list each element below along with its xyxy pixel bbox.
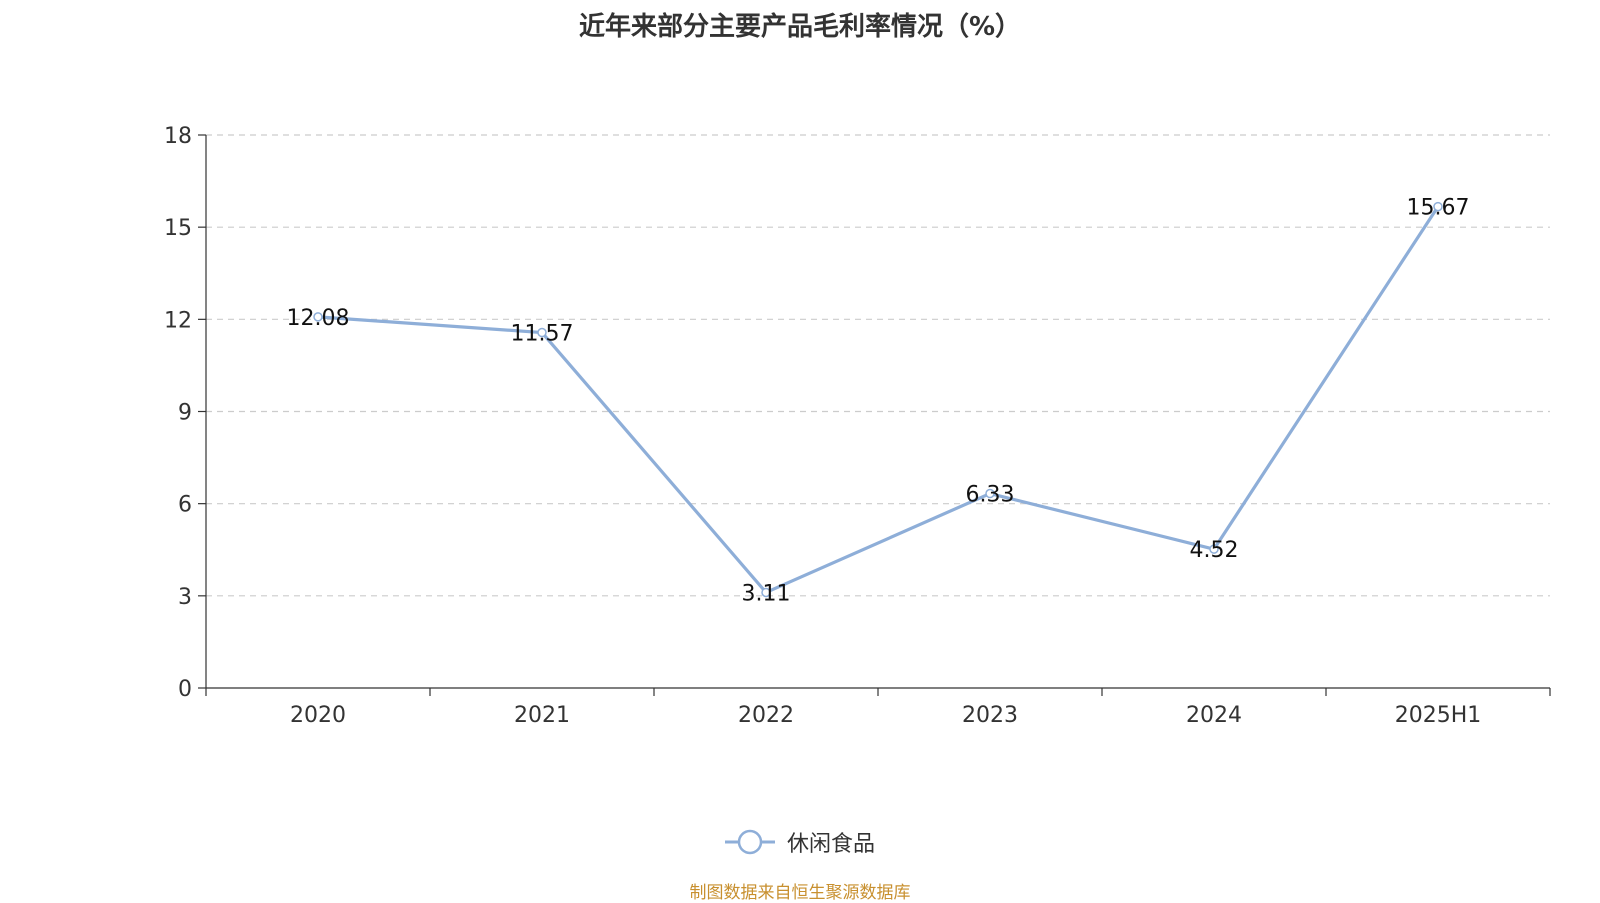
x-tick-label: 2025H1: [1395, 703, 1482, 728]
chart-title: 近年来部分主要产品毛利率情况（%）: [578, 12, 1022, 42]
x-tick-label: 2023: [962, 703, 1018, 728]
x-tick-label: 2021: [514, 703, 570, 728]
gridlines: [206, 134, 1550, 597]
y-tick-label: 9: [178, 401, 192, 426]
data-label: 3.11: [742, 581, 791, 606]
data-point[interactable]: [1209, 544, 1219, 554]
x-tick-label: 2024: [1186, 703, 1242, 728]
data-point[interactable]: [1433, 201, 1443, 212]
line-chart: 0 3 6 9 12 15 18 2020 2021 2022 2023 2024 2025H1 12.…: [164, 124, 1551, 728]
source-note: 制图数据来自恒生聚源数据库: [689, 883, 911, 903]
x-tick-label: 2022: [738, 703, 794, 728]
data-labels: 12.08 11.57 3.11 6.33 4.52 15.67: [287, 196, 1470, 607]
x-tick-label: 2020: [290, 703, 346, 728]
data-label: 6.33: [966, 483, 1015, 508]
data-point[interactable]: [313, 312, 323, 322]
y-tick-label: 18: [164, 124, 192, 149]
y-tick-label: 15: [164, 216, 192, 241]
legend-label: 休闲食品: [786, 832, 875, 857]
legend: 休闲食品: [0, 826, 1600, 858]
legend-line-circle-icon: [724, 829, 775, 855]
data-label: 11.57: [511, 322, 574, 347]
legend-item[interactable]: 休闲食品: [724, 826, 875, 858]
data-point[interactable]: [985, 488, 995, 499]
y-tick-label: 12: [164, 308, 192, 333]
axes: 0 3 6 9 12 15 18 2020 2021 2022 2023 2024 2025H1: [164, 124, 1551, 728]
data-point[interactable]: [761, 587, 771, 598]
y-tick-label: 0: [178, 677, 192, 702]
series-line: [313, 201, 1443, 598]
y-tick-label: 3: [178, 585, 192, 610]
data-point[interactable]: [537, 327, 547, 338]
data-label: 12.08: [287, 306, 350, 331]
y-tick-label: 6: [178, 493, 192, 518]
series-line-path: [316, 204, 1440, 595]
data-label: 15.67: [1407, 196, 1470, 221]
data-label: 4.52: [1190, 538, 1239, 563]
